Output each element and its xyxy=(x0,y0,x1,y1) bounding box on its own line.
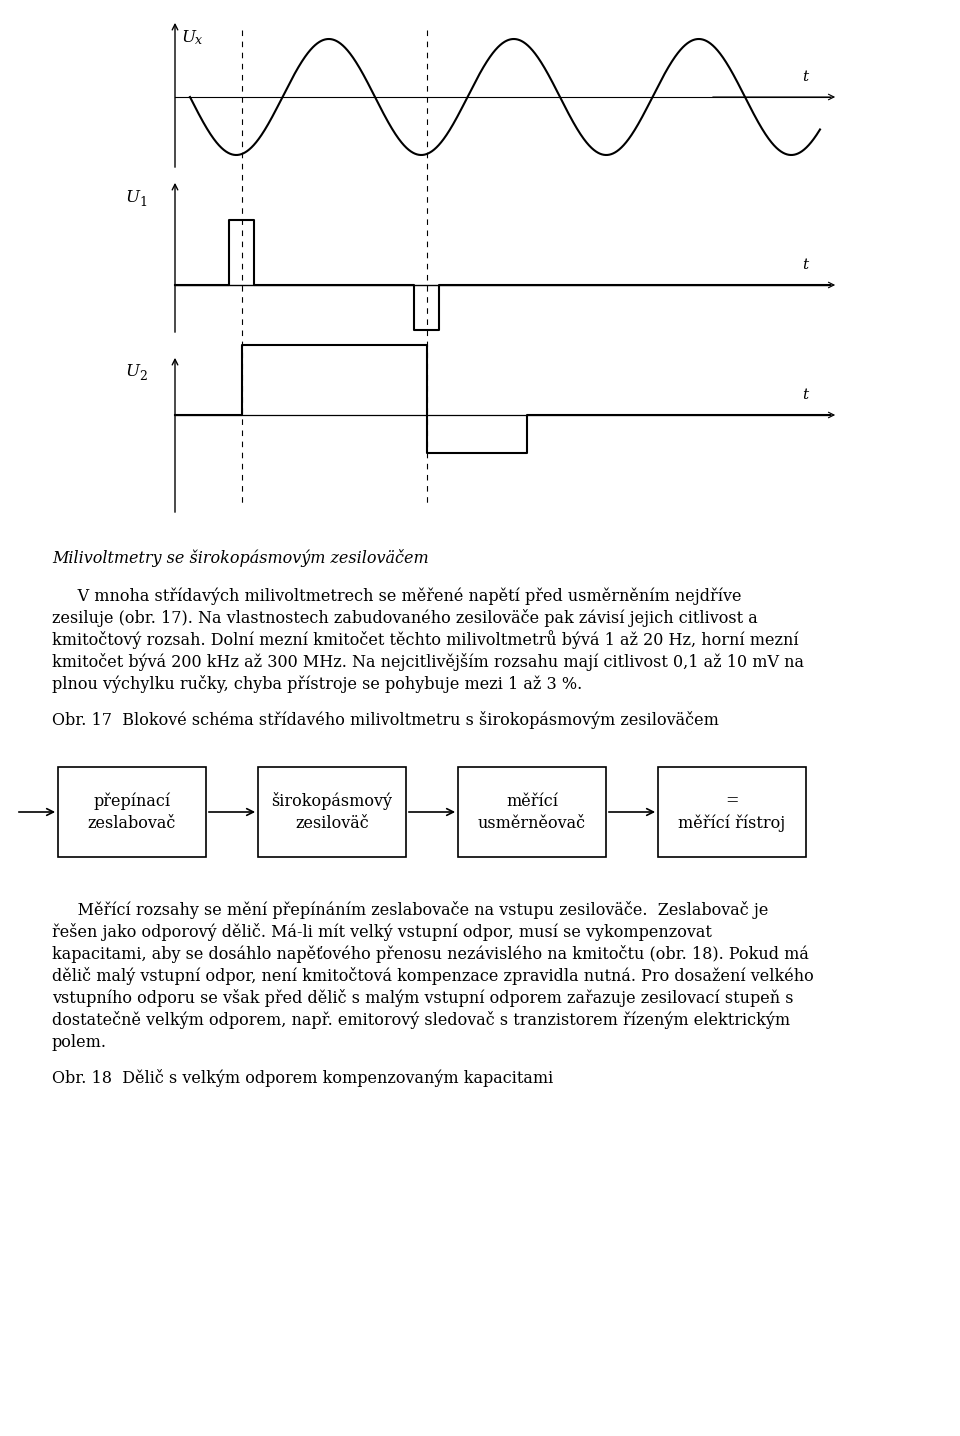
Text: kapacitami, aby se dosáhlo napěťového přenosu nezávislého na kmitočtu (obr. 18).: kapacitami, aby se dosáhlo napěťového př… xyxy=(52,945,809,964)
Text: usměrněovač: usměrněovač xyxy=(478,814,586,831)
Text: měřící řístroj: měřící řístroj xyxy=(679,814,785,831)
Bar xyxy=(458,767,606,857)
Text: Milivoltmetry se širokopásmovým zesiloväčem: Milivoltmetry se širokopásmovým zesilovä… xyxy=(52,549,428,567)
Text: dostatečně velkým odporem, např. emitorový sledovač s tranzistorem řízeným elekt: dostatečně velkým odporem, např. emitoro… xyxy=(52,1011,790,1030)
Text: vstupního odporu se však před dělič s malým vstupní odporem zařazuje zesilovací : vstupního odporu se však před dělič s ma… xyxy=(52,989,794,1007)
Text: 1: 1 xyxy=(139,195,147,208)
Text: t: t xyxy=(802,388,808,402)
Text: U: U xyxy=(125,363,139,381)
Text: dělič malý vstupní odpor, není kmitočtová kompenzace zpravidla nutná. Pro dosaže: dělič malý vstupní odpor, není kmitočtov… xyxy=(52,966,814,985)
Text: polem.: polem. xyxy=(52,1034,107,1051)
Text: plnou výchylku ručky, chyba přístroje se pohybuje mezi 1 až 3 %.: plnou výchylku ručky, chyba přístroje se… xyxy=(52,675,583,694)
Bar xyxy=(658,767,806,857)
Text: U: U xyxy=(125,188,139,205)
Text: přepínací: přepínací xyxy=(93,793,171,810)
Text: U: U xyxy=(181,29,195,46)
Text: měřící: měřící xyxy=(506,793,558,810)
Text: zeslabovač: zeslabovač xyxy=(87,814,177,831)
Text: řešen jako odporový dělič. Má-li mít velký vstupní odpor, musí se vykompenzovat: řešen jako odporový dělič. Má-li mít vel… xyxy=(52,923,712,941)
Text: t: t xyxy=(802,258,808,271)
Text: zesiluje (obr. 17). Na vlastnostech zabudovaného zesiloväče pak závisí jejich ci: zesiluje (obr. 17). Na vlastnostech zabu… xyxy=(52,609,757,628)
Text: zesiloväč: zesiloväč xyxy=(295,814,369,831)
Text: 2: 2 xyxy=(139,370,147,383)
Text: kmitočtový rozsah. Dolní mezní kmitočet těchto milivoltmetrů bývá 1 až 20 Hz, ho: kmitočtový rozsah. Dolní mezní kmitočet … xyxy=(52,630,799,649)
Text: Obr. 17  Blokové schéma střídavého milivoltmetru s širokopásmovým zesiloväčem: Obr. 17 Blokové schéma střídavého milivo… xyxy=(52,711,719,729)
Text: t: t xyxy=(802,70,808,83)
Bar xyxy=(258,767,406,857)
Text: x: x xyxy=(195,34,202,47)
Text: V mnoha střídavých milivoltmetrech se měřené napětí před usměrněním nejdříve: V mnoha střídavých milivoltmetrech se mě… xyxy=(52,587,741,605)
Text: Obr. 18  Dělič s velkým odporem kompenzovaným kapacitami: Obr. 18 Dělič s velkým odporem kompenzov… xyxy=(52,1068,553,1087)
Text: =: = xyxy=(725,793,739,810)
Text: širokopásmový: širokopásmový xyxy=(272,793,393,810)
Bar xyxy=(58,767,206,857)
Text: kmitočet bývá 200 kHz až 300 MHz. Na nejcitlivějším rozsahu mají citlivost 0,1 a: kmitočet bývá 200 kHz až 300 MHz. Na nej… xyxy=(52,653,804,671)
Text: Měřící rozsahy se mění přepínáním zeslabovače na vstupu zesiloväče.  Zeslabovač : Měřící rozsahy se mění přepínáním zeslab… xyxy=(52,900,768,919)
